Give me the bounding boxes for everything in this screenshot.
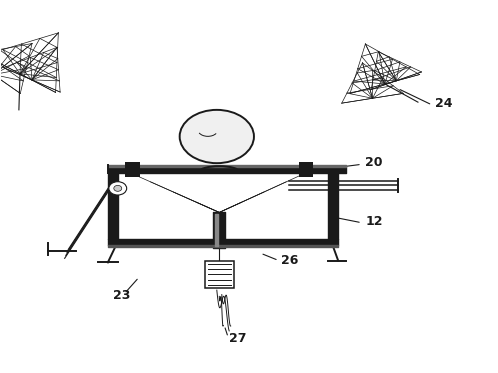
Text: 26: 26 — [281, 254, 299, 267]
Bar — [205, 261, 234, 288]
Circle shape — [109, 182, 126, 195]
Bar — [298, 162, 313, 176]
Text: 23: 23 — [113, 289, 130, 302]
Bar — [125, 162, 140, 176]
Ellipse shape — [180, 110, 254, 163]
Text: 27: 27 — [229, 332, 247, 345]
Circle shape — [114, 185, 122, 191]
Text: 12: 12 — [366, 215, 383, 228]
Text: 24: 24 — [435, 97, 452, 110]
Text: 20: 20 — [366, 156, 383, 169]
